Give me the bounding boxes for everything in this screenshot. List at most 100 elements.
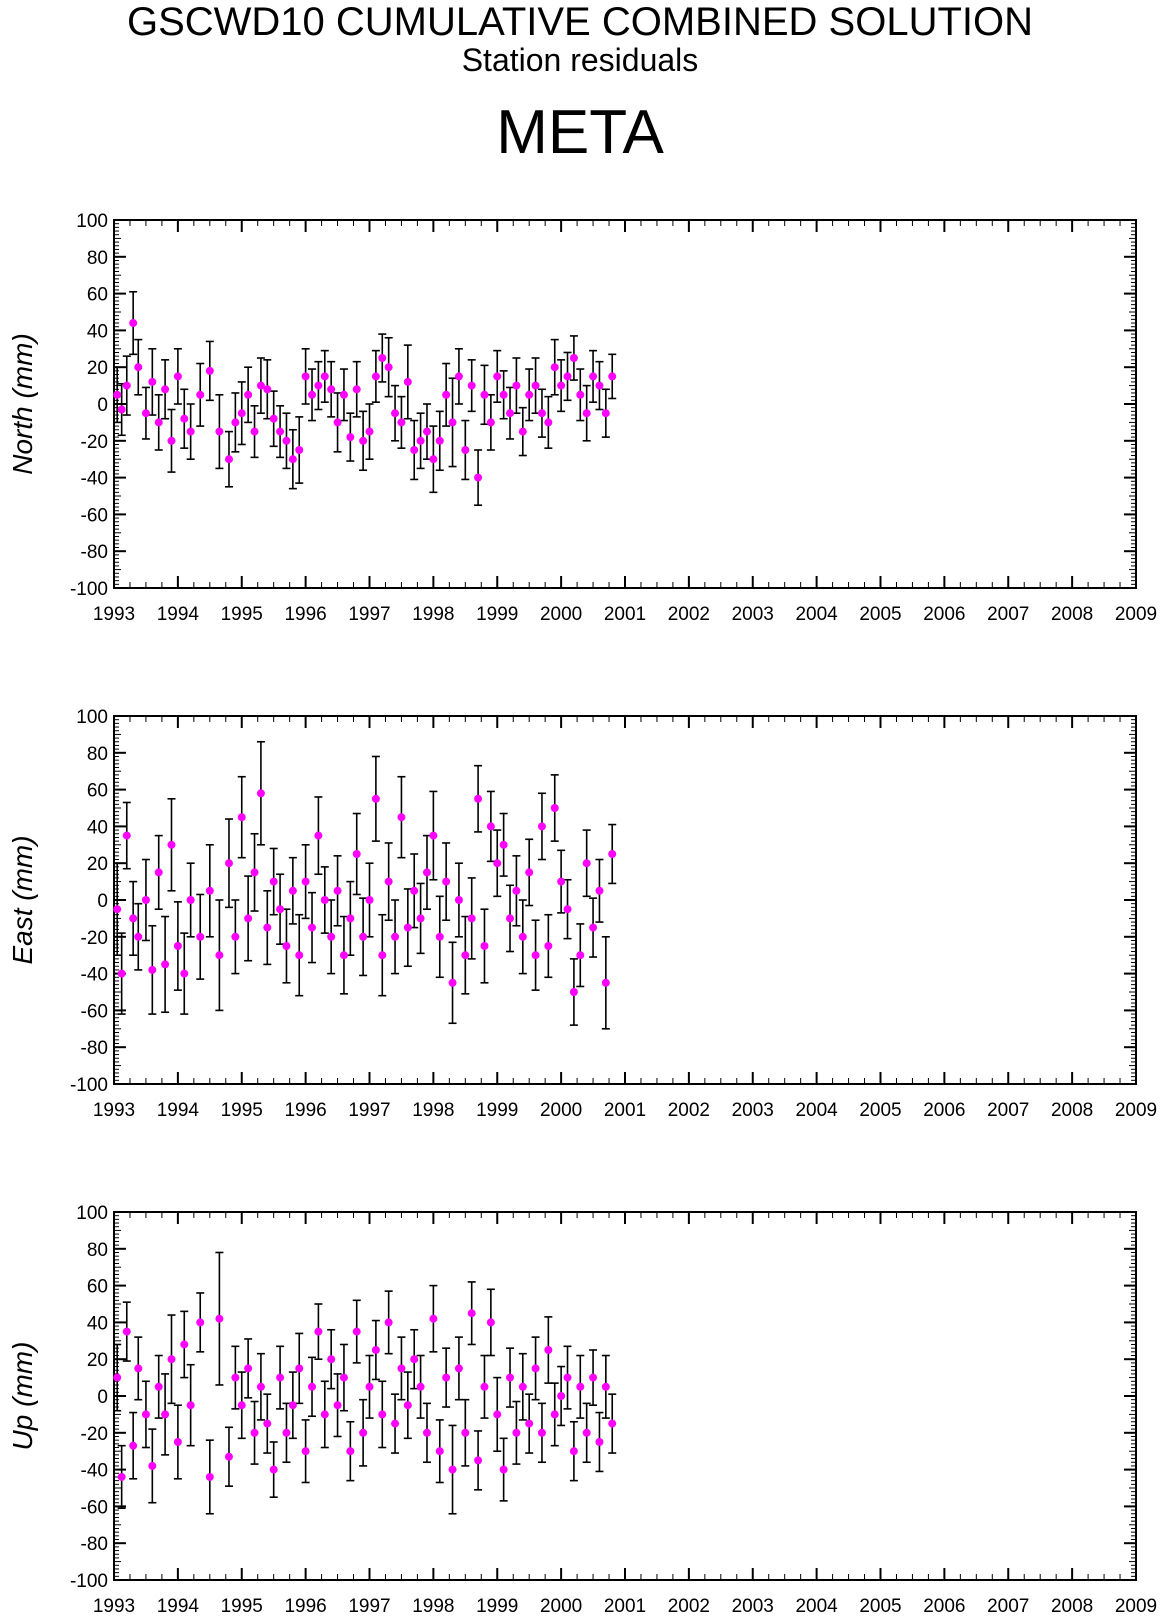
up-data-point [141,1410,150,1419]
north-x-tick-label: 2008 [1051,604,1093,625]
north-data-point [301,372,310,381]
east-data-point [295,951,304,960]
north-data-point [582,409,591,418]
up-data-point [352,1327,361,1336]
north-x-tick-label: 2000 [540,604,582,625]
station-name: META [496,98,664,167]
up-data-point [122,1327,131,1336]
north-data-point [256,381,265,390]
up-data-point [435,1447,444,1456]
east-data-point [608,850,617,858]
north-data-point [231,418,240,427]
north-x-tick-label: 1995 [221,604,263,625]
east-data-point [371,794,380,803]
north-data-point [339,390,348,399]
up-data-point [595,1438,604,1446]
up-data-point [403,1401,412,1410]
east-data-point [224,859,233,868]
east-data-point [569,988,578,996]
east-x-tick-label: 2000 [540,1100,582,1121]
up-y-tick-label: 100 [76,1203,108,1224]
up-data-point [576,1382,585,1391]
up-data-point [173,1438,182,1446]
east-data-point [512,886,521,895]
east-data-point [454,896,463,904]
up-data-point [416,1382,425,1391]
up-data-point [320,1410,329,1419]
east-data-point [205,886,214,895]
up-data-point [422,1428,431,1437]
up-y-tick-label: 40 [87,1313,108,1334]
north-data-point [117,405,126,414]
north-x-tick-label: 2007 [987,604,1029,625]
up-data-point [454,1364,463,1373]
up-data-point [346,1447,355,1456]
up-data-point [525,1419,534,1428]
up-data-point [231,1373,240,1382]
up-data-point [429,1314,438,1323]
east-data-point [148,965,157,974]
north-data-point [327,385,336,394]
north-data-point [295,446,304,454]
up-x-tick-label: 2001 [604,1596,646,1617]
up-data-point [295,1364,304,1373]
up-data-point [117,1472,126,1481]
north-data-point [359,436,368,445]
up-data-point [256,1382,265,1391]
up-data-point [582,1428,591,1437]
north-data-point [314,381,323,390]
up-data-point [154,1382,163,1391]
east-x-tick-label: 1993 [93,1100,135,1121]
east-data-point [161,960,170,969]
north-x-tick-label: 2006 [923,604,965,625]
north-x-tick-label: 1996 [284,604,326,625]
north-y-tick-label: 60 [87,285,108,306]
up-data-point [148,1461,157,1470]
up-x-tick-label: 2003 [732,1596,774,1617]
east-data-point [544,942,553,950]
up-data-point [186,1401,195,1410]
east-data-point [231,932,240,941]
up-data-point [276,1373,285,1382]
up-data-point [224,1452,233,1461]
up-data-point [327,1355,336,1364]
east-data-point [327,932,336,941]
east-data-point [582,859,591,868]
north-data-point [215,427,224,436]
north-data-point [454,372,463,381]
north-panel: 1993 1994 1995 1996 1997 1998 1999 2000 2001 2002… [7,211,1157,625]
east-data-point [276,905,285,914]
east-y-tick-label: 100 [76,707,108,728]
up-data-point [237,1401,246,1410]
up-data-point [384,1318,393,1327]
north-y-tick-label: -100 [70,579,108,600]
up-data-point [359,1428,368,1437]
east-x-tick-label: 2004 [795,1100,838,1121]
east-data-point [186,896,195,904]
up-data-point [518,1382,527,1391]
north-data-point [422,427,431,436]
up-data-point [608,1419,617,1428]
east-data-point [301,877,310,886]
east-data-point [263,923,272,932]
east-data-point [365,896,374,904]
north-data-point [569,354,578,362]
east-data-point [117,969,126,978]
north-data-point [557,381,566,390]
up-y-tick-label: -60 [81,1497,108,1518]
up-data-point [461,1428,470,1437]
east-y-tick-label: 80 [87,744,108,765]
east-data-point [180,969,189,978]
east-data-point [461,951,470,960]
north-data-point [518,427,527,436]
east-data-point [531,951,540,960]
north-data-point [442,390,451,399]
east-data-point [448,978,457,987]
up-y-axis-title: Up (mm) [7,1342,38,1451]
north-data-point [288,455,297,464]
north-data-point [384,363,393,372]
east-data-point [506,914,515,923]
east-data-point [557,877,566,886]
east-data-point [288,886,297,895]
